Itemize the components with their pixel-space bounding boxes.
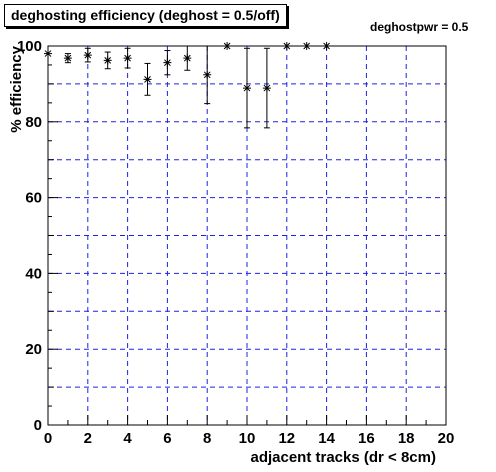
y-tick-label: 60 bbox=[25, 190, 42, 207]
data-point-marker bbox=[63, 54, 72, 63]
data-point-marker bbox=[322, 42, 331, 50]
data-point-marker bbox=[302, 42, 311, 50]
data-point-marker bbox=[83, 51, 92, 60]
x-tick-label: 10 bbox=[239, 430, 256, 447]
x-tick-label: 6 bbox=[163, 430, 171, 447]
grid-lines bbox=[48, 46, 446, 425]
x-axis-label: adjacent tracks (dr < 8cm) bbox=[250, 449, 436, 466]
x-tick-label: 16 bbox=[358, 430, 375, 447]
axis-ticks bbox=[47, 45, 447, 426]
y-tick-label: 0 bbox=[34, 417, 42, 434]
data-point-marker bbox=[203, 70, 212, 79]
x-tick-label: 2 bbox=[84, 430, 92, 447]
x-tick-label: 0 bbox=[44, 430, 52, 447]
x-tick-label: 18 bbox=[398, 430, 415, 447]
x-tick-label: 20 bbox=[438, 430, 455, 447]
x-tick-label: 4 bbox=[123, 430, 132, 447]
x-tick-label: 12 bbox=[278, 430, 295, 447]
y-tick-label: 100 bbox=[17, 38, 42, 55]
x-tick-label: 8 bbox=[203, 430, 211, 447]
chart-annotation: deghostpwr = 0.5 bbox=[370, 20, 469, 34]
data-point-marker bbox=[44, 49, 52, 58]
y-tick-label: 80 bbox=[25, 114, 42, 131]
y-axis-label: % efficiency bbox=[8, 45, 25, 132]
data-markers bbox=[44, 42, 331, 93]
y-tick-labels: 0 20 40 60 80 100 bbox=[17, 38, 42, 434]
y-tick-label: 20 bbox=[25, 341, 42, 358]
data-point-marker bbox=[243, 84, 251, 93]
data-point-marker bbox=[103, 56, 112, 65]
data-point-marker bbox=[223, 42, 232, 50]
data-point-marker bbox=[143, 75, 152, 84]
data-point-marker bbox=[123, 54, 132, 63]
x-tick-labels: 0 2 4 6 8 10 12 14 16 18 20 bbox=[44, 430, 455, 447]
y-tick-label: 40 bbox=[25, 265, 42, 282]
chart-title: deghosting efficiency (deghost = 0.5/off… bbox=[4, 4, 287, 27]
data-point-marker bbox=[262, 84, 271, 93]
data-point-marker bbox=[163, 58, 172, 67]
data-point-marker bbox=[183, 54, 192, 63]
data-point-marker bbox=[282, 42, 291, 50]
x-tick-label: 14 bbox=[318, 430, 335, 447]
